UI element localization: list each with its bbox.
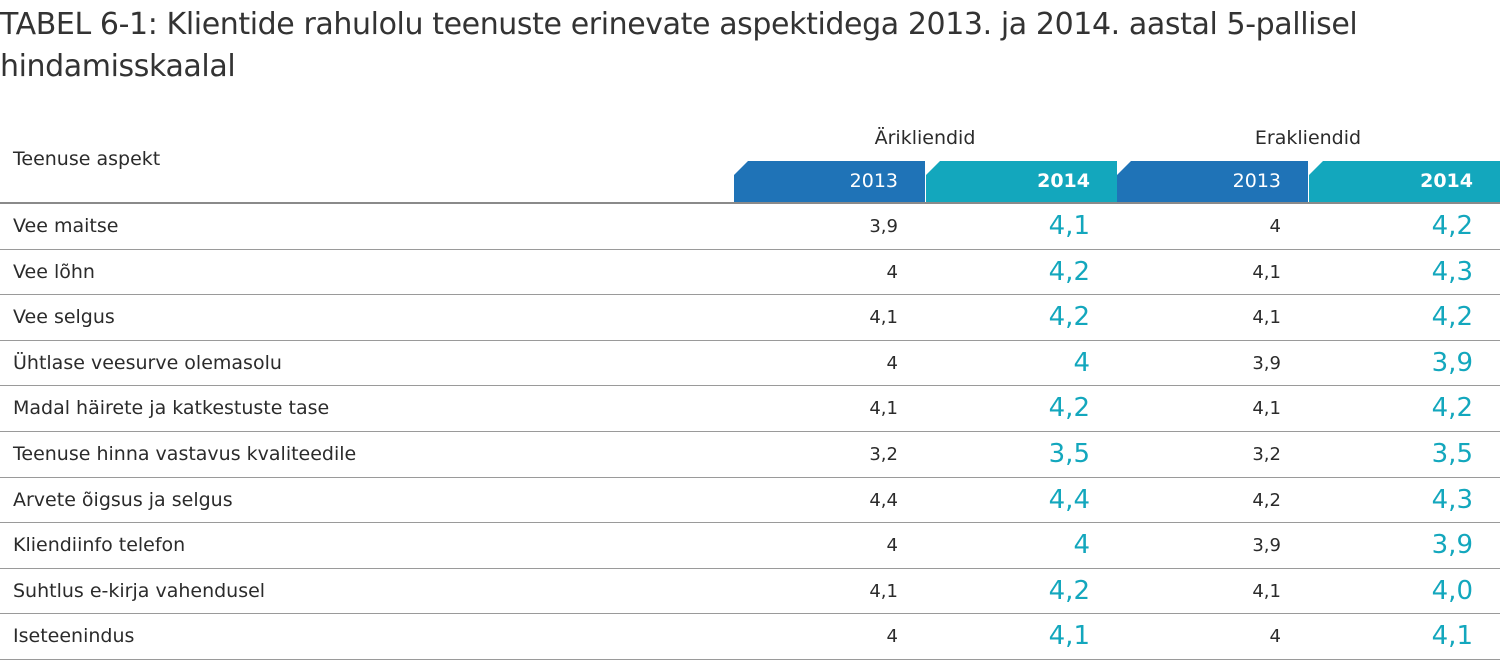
value-arikliendid-2013: 3,9	[869, 216, 898, 237]
aspect-label: Vee lõhn	[13, 260, 95, 283]
year-tab-arikliendid-2013: 2013	[734, 161, 925, 202]
aspect-label: Iseteenindus	[13, 625, 135, 648]
value-erakliendid-2014: 4,2	[1431, 211, 1473, 241]
value-arikliendid-2013: 4	[886, 261, 898, 283]
aspect-label: Vee selgus	[13, 306, 115, 329]
value-arikliendid-2013: 4,1	[869, 398, 898, 420]
value-erakliendid-2014: 4,3	[1431, 256, 1473, 287]
value-erakliendid-2013: 4	[1269, 626, 1281, 648]
aspect-label: Ühtlase veesurve olemasolu	[13, 351, 282, 374]
table-row: Ühtlase veesurve olemasolu 4 4 3,9 3,9	[0, 341, 1500, 387]
value-erakliendid-2013: 3,9	[1252, 535, 1281, 557]
table-row: Suhtlus e-kirja vahendusel 4,1 4,2 4,1 4…	[0, 569, 1500, 615]
value-arikliendid-2014: 4,4	[1048, 484, 1090, 515]
table-title: TABEL 6-1: Klientide rahulolu teenuste e…	[0, 7, 1358, 84]
value-arikliendid-2014: 4,2	[1048, 393, 1090, 424]
value-erakliendid-2014: 4,2	[1431, 393, 1473, 424]
value-erakliendid-2013: 3,9	[1252, 352, 1281, 374]
value-erakliendid-2013: 4,1	[1252, 398, 1281, 420]
table-row: Kliendiinfo telefon 4 4 3,9 3,9	[0, 523, 1500, 569]
value-arikliendid-2013: 4,4	[869, 489, 898, 511]
table-row: Vee selgus 4,1 4,2 4,1 4,2	[0, 295, 1500, 341]
value-erakliendid-2014: 3,9	[1431, 530, 1473, 561]
value-erakliendid-2014: 4,3	[1431, 484, 1473, 515]
value-arikliendid-2014: 4	[1073, 530, 1090, 561]
table-row: Madal häirete ja katkestuste tase 4,1 4,…	[0, 386, 1500, 432]
table-row: Arvete õigsus ja selgus 4,4 4,4 4,2 4,3	[0, 478, 1500, 524]
value-erakliendid-2014: 4,1	[1431, 621, 1473, 652]
header-divider	[0, 202, 1500, 204]
aspect-label: Kliendiinfo telefon	[13, 534, 186, 557]
value-arikliendid-2014: 4	[1073, 347, 1090, 378]
value-arikliendid-2013: 3,2	[869, 443, 898, 465]
value-erakliendid-2013: 4,2	[1252, 489, 1281, 511]
value-erakliendid-2013: 4	[1269, 216, 1281, 237]
table-row: Teenuse hinna vastavus kvaliteedile 3,2 …	[0, 432, 1500, 478]
value-arikliendid-2013: 4,1	[869, 307, 898, 329]
group-header-arikliendid: Ärikliendid	[874, 127, 976, 149]
table-row: Vee maitse 3,9 4,1 4 4,2	[0, 204, 1500, 250]
value-arikliendid-2014: 4,2	[1048, 575, 1090, 606]
year-tab-arikliendid-2014: 2014	[926, 161, 1117, 202]
aspect-label: Madal häirete ja katkestuste tase	[13, 397, 330, 420]
value-erakliendid-2014: 3,5	[1431, 438, 1473, 469]
value-erakliendid-2013: 4,1	[1252, 307, 1281, 329]
value-arikliendid-2013: 4	[886, 352, 898, 374]
year-tab-erakliendid-2014: 2014	[1309, 161, 1500, 202]
value-erakliendid-2013: 4,1	[1252, 580, 1281, 602]
table-row: Vee lõhn 4 4,2 4,1 4,3	[0, 250, 1500, 296]
aspect-label: Vee maitse	[13, 215, 119, 237]
aspect-column-header: Teenuse aspekt	[13, 148, 161, 170]
table-body: Vee maitse 3,9 4,1 4 4,2 Vee lõhn 4 4,2 …	[0, 204, 1500, 660]
aspect-label: Arvete õigsus ja selgus	[13, 488, 233, 511]
value-erakliendid-2014: 4,2	[1431, 302, 1473, 333]
value-erakliendid-2013: 3,2	[1252, 443, 1281, 465]
table-row: Iseteenindus 4 4,1 4 4,1	[0, 614, 1500, 660]
value-arikliendid-2013: 4	[886, 535, 898, 557]
year-tab-erakliendid-2013: 2013	[1117, 161, 1308, 202]
value-arikliendid-2014: 4,2	[1048, 302, 1090, 333]
value-arikliendid-2013: 4	[886, 626, 898, 648]
value-erakliendid-2013: 4,1	[1252, 261, 1281, 283]
value-arikliendid-2014: 4,1	[1048, 621, 1090, 652]
group-header-erakliendid: Erakliendid	[1254, 127, 1362, 149]
value-arikliendid-2014: 4,1	[1048, 211, 1090, 241]
value-arikliendid-2013: 4,1	[869, 580, 898, 602]
value-erakliendid-2014: 4,0	[1431, 575, 1473, 606]
value-arikliendid-2014: 4,2	[1048, 256, 1090, 287]
value-erakliendid-2014: 3,9	[1431, 347, 1473, 378]
aspect-label: Suhtlus e-kirja vahendusel	[13, 579, 266, 602]
value-arikliendid-2014: 3,5	[1048, 438, 1090, 469]
aspect-label: Teenuse hinna vastavus kvaliteedile	[13, 442, 357, 465]
